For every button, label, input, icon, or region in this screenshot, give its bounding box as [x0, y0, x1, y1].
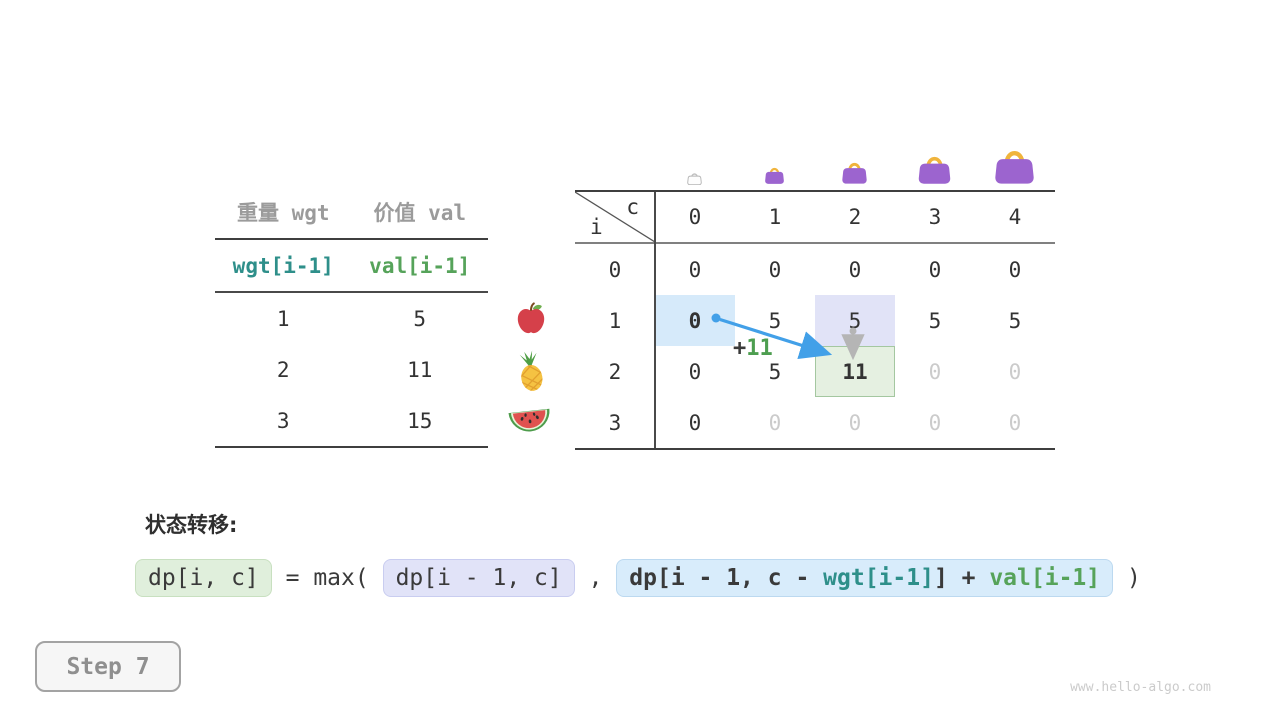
- watermelon-icon: [506, 402, 553, 440]
- dp-cell-2-3: 0: [928, 359, 942, 384]
- dp-row-1: 1 0 5 5 5 5: [575, 295, 1055, 346]
- formula-arg2: dp[i - 1, c - wgt[i-1]] + val[i-1]: [616, 559, 1114, 597]
- item-row-2: 2 11: [215, 344, 488, 395]
- row-header-1: 1: [608, 308, 622, 333]
- dp-table: c i 0 1 2 3 4 0 0 0 0 0 0 1 0 5 5 5 5 2 …: [575, 190, 1055, 450]
- item-table-subheader-wgt: wgt[i-1]: [232, 253, 334, 278]
- dp-cell-0-2: 0: [848, 257, 862, 282]
- dp-cell-3-2: 0: [848, 410, 862, 435]
- dp-cell-1-0-highlighted: 0: [655, 295, 735, 346]
- item-3-value: 15: [407, 408, 433, 433]
- row-header-3: 3: [608, 410, 622, 435]
- added-value: 11: [746, 336, 773, 361]
- site-watermark: www.hello-algo.com: [1070, 680, 1211, 695]
- col-header-1: 1: [768, 205, 782, 229]
- row-header-2: 2: [608, 359, 622, 384]
- apple-icon: [515, 302, 547, 340]
- bag-large-icon: [917, 152, 952, 188]
- item-table-header: 重量 wgt 价值 val: [215, 186, 488, 240]
- dp-cell-3-0: 0: [688, 410, 702, 435]
- dp-cell-0-0: 0: [688, 257, 702, 282]
- step-indicator[interactable]: Step 7: [35, 641, 181, 692]
- corner-diagonal-line: [575, 192, 655, 242]
- corner-label-c: c: [626, 195, 639, 219]
- plus-sign: +: [733, 336, 747, 361]
- dp-cell-3-3: 0: [928, 410, 942, 435]
- dp-cell-1-2-highlighted: 5: [815, 295, 895, 346]
- item-row-1: 1 5: [215, 293, 488, 344]
- bag-outline-icon: [687, 170, 702, 189]
- formula-title: 状态转移:: [145, 513, 238, 537]
- dp-row-2: 2 0 5 11 0 0: [575, 346, 1055, 397]
- formula-arg2-dp: dp[i - 1, c -: [629, 565, 824, 591]
- item-1-weight: 1: [276, 306, 290, 331]
- bag-medium-icon: [841, 159, 868, 188]
- col-header-3: 3: [928, 205, 942, 229]
- dp-cell-2-4: 0: [1008, 359, 1022, 384]
- dp-cell-0-3: 0: [928, 257, 942, 282]
- formula-lhs: dp[i, c]: [135, 559, 272, 597]
- dp-row-0: 0 0 0 0 0 0: [575, 244, 1055, 295]
- pineapple-icon: [510, 347, 551, 398]
- item-table: 重量 wgt 价值 val wgt[i-1] val[i-1] 1 5 2 11…: [215, 186, 488, 448]
- add-value-annotation: +11: [733, 336, 773, 361]
- item-1-value: 5: [413, 306, 427, 331]
- dp-table-header: c i 0 1 2 3 4: [575, 192, 1055, 244]
- item-table-header-value: 价值 val: [373, 201, 467, 225]
- row-header-0: 0: [608, 257, 622, 282]
- formula-equals-max: = max(: [271, 565, 383, 591]
- bag-xlarge-icon: [993, 145, 1036, 188]
- dp-cell-3-4: 0: [1008, 410, 1022, 435]
- dp-cell-2-0: 0: [688, 359, 702, 384]
- dp-cell-0-1: 0: [768, 257, 782, 282]
- item-row-3: 3 15: [215, 395, 488, 446]
- dp-cell-1-4: 5: [1008, 308, 1022, 333]
- dp-table-divider: [654, 192, 656, 448]
- col-header-4: 4: [1008, 205, 1022, 229]
- bag-small-icon: [764, 165, 785, 188]
- dp-cell-3-1: 0: [768, 410, 782, 435]
- formula-arg2-bracket: ] +: [933, 565, 990, 591]
- dp-cell-1-3: 5: [928, 308, 942, 333]
- state-transition-formula: dp[i, c] = max( dp[i - 1, c] , dp[i - 1,…: [135, 559, 1141, 597]
- formula-arg2-val: val[i-1]: [989, 565, 1101, 591]
- dp-row-3: 3 0 0 0 0 0: [575, 397, 1055, 448]
- dp-cell-0-4: 0: [1008, 257, 1022, 282]
- item-2-weight: 2: [276, 357, 290, 382]
- item-table-subheader-val: val[i-1]: [369, 253, 471, 278]
- formula-close-paren: ): [1113, 565, 1141, 591]
- item-2-value: 11: [407, 357, 433, 382]
- dp-cell-2-1: 5: [768, 359, 782, 384]
- formula-comma: ,: [574, 565, 617, 591]
- col-header-2: 2: [848, 205, 862, 229]
- item-3-weight: 3: [276, 408, 290, 433]
- corner-label-i: i: [590, 215, 603, 239]
- item-table-header-weight: 重量 wgt: [236, 201, 330, 225]
- dp-corner-cell: c i: [575, 192, 655, 242]
- formula-arg2-wgt: wgt[i-1]: [823, 565, 934, 591]
- dp-cell-2-2-current: 11: [815, 346, 895, 397]
- formula-arg1: dp[i - 1, c]: [382, 559, 575, 597]
- col-header-0: 0: [688, 205, 702, 229]
- item-table-subheader: wgt[i-1] val[i-1]: [215, 240, 488, 293]
